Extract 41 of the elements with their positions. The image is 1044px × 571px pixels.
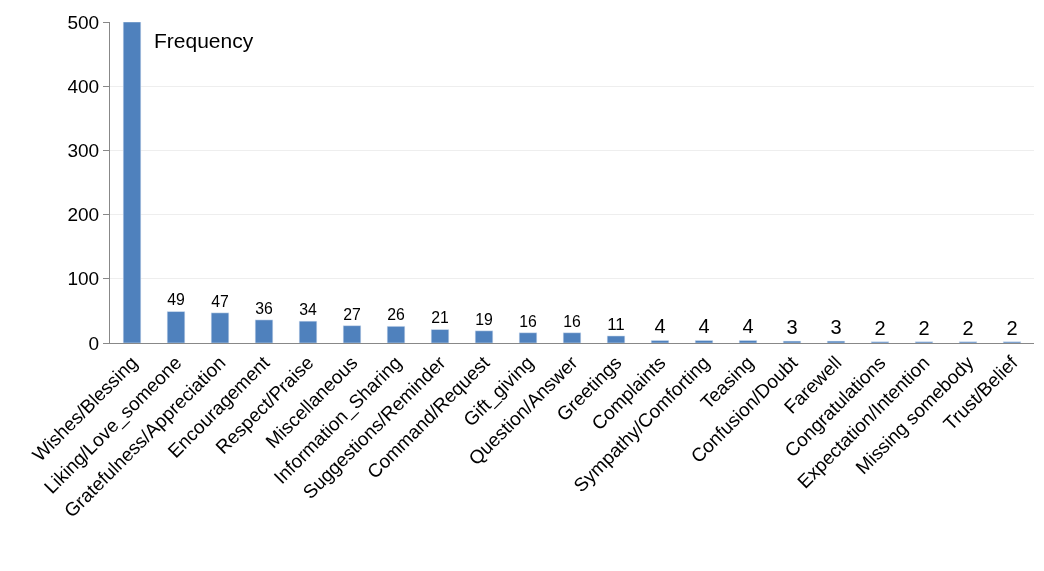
data-label: 47 [211, 292, 229, 310]
bar [166, 311, 186, 343]
data-label: 3 [786, 316, 798, 339]
bar [386, 326, 406, 343]
data-label: 4 [698, 315, 710, 338]
data-label: 4 [742, 315, 754, 338]
data-label: 27 [343, 305, 361, 323]
y-tick-label: 0 [88, 332, 100, 354]
data-label: 21 [431, 309, 449, 327]
bar [650, 340, 670, 343]
bar [254, 319, 274, 343]
bar [430, 329, 450, 343]
data-label: 11 [607, 314, 625, 334]
bar [518, 332, 538, 343]
bar [210, 312, 230, 343]
y-tick-label: 100 [67, 268, 100, 290]
data-label: 26 [387, 306, 405, 324]
data-label: 3 [830, 316, 842, 339]
bar [298, 320, 318, 343]
y-tick-label: 300 [67, 140, 100, 162]
y-tick-label: 400 [67, 75, 100, 97]
data-label: 2 [874, 316, 886, 339]
data-label: 16 [563, 312, 581, 330]
annotation: Frequency [154, 29, 254, 52]
y-tick-label: 200 [67, 204, 100, 226]
bar [738, 340, 758, 343]
bar [474, 330, 494, 343]
data-label: 2 [962, 316, 974, 339]
bar [562, 332, 582, 343]
data-label: 2 [918, 316, 930, 339]
data-label: 16 [519, 312, 537, 330]
bar [694, 340, 714, 343]
data-label: 4 [654, 315, 666, 338]
data-label: 49 [167, 291, 185, 309]
bar [606, 335, 626, 343]
data-label: 2 [1006, 316, 1018, 339]
data-label: 36 [255, 299, 273, 317]
bar [342, 325, 362, 343]
data-label: 19 [475, 310, 493, 328]
data-label: 34 [299, 301, 317, 319]
y-tick-label: 500 [67, 11, 100, 33]
